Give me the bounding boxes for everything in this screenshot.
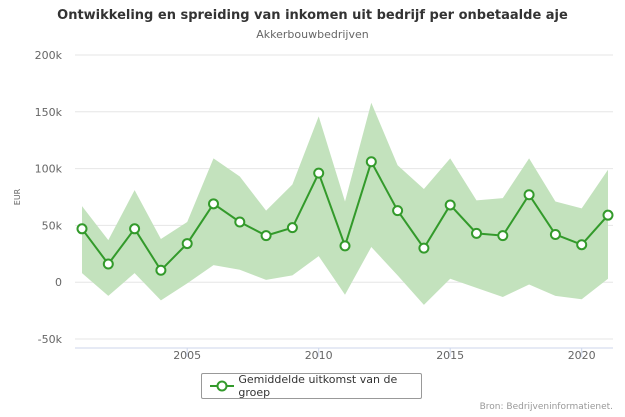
data-point: [155, 264, 167, 276]
data-point: [365, 156, 377, 168]
chart-title: Ontwikkeling en spreiding van inkomen ui…: [57, 8, 568, 23]
chart-subtitle: Akkerbouwbedrijven: [256, 28, 369, 41]
data-point: [602, 209, 614, 221]
x-tick-label: 2015: [436, 349, 464, 362]
y-tick-label: 150k: [35, 106, 63, 119]
data-point: [339, 240, 351, 252]
y-tick-label: 100k: [35, 163, 63, 176]
legend-marker-icon: [210, 380, 234, 392]
x-tick-label: 2005: [173, 349, 201, 362]
data-point: [76, 223, 88, 235]
data-point: [497, 230, 509, 242]
data-point: [286, 222, 298, 234]
data-point: [471, 227, 482, 239]
data-point: [523, 189, 535, 201]
y-tick-label: 50k: [42, 219, 63, 232]
data-point: [181, 238, 193, 250]
y-tick-label: -50k: [38, 333, 63, 346]
spread-band: [82, 102, 608, 305]
data-point: [444, 199, 456, 211]
data-point: [418, 242, 430, 254]
data-point: [234, 216, 246, 228]
x-tick-label: 2010: [305, 349, 333, 362]
data-point: [129, 223, 141, 235]
y-axis-label: EUR: [13, 188, 22, 205]
data-point: [392, 205, 404, 217]
data-point: [208, 198, 219, 210]
legend-label: Gemiddelde uitkomst van de groep: [238, 373, 398, 399]
data-point: [102, 258, 114, 270]
data-point: [549, 228, 561, 240]
data-point: [260, 230, 272, 242]
x-tick-label: 2020: [568, 349, 596, 362]
legend-item[interactable]: Gemiddelde uitkomst van de groep: [201, 373, 422, 399]
y-tick-label: 0: [55, 276, 62, 289]
credit-text: Bron: Bedrijveninformatienet.: [479, 402, 613, 412]
data-point: [313, 167, 325, 179]
y-tick-label: 200k: [35, 49, 63, 62]
data-point: [576, 239, 588, 251]
